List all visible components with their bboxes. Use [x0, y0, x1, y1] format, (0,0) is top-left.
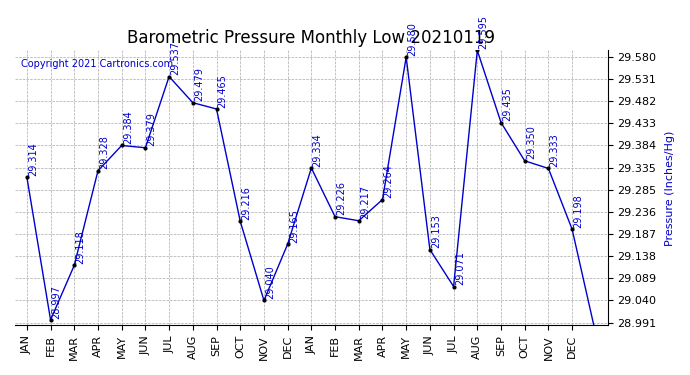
Text: 29.435: 29.435: [502, 87, 512, 121]
Text: 29.479: 29.479: [194, 68, 204, 101]
Text: 29.118: 29.118: [75, 230, 86, 264]
Text: Copyright 2021 Cartronics.com: Copyright 2021 Cartronics.com: [21, 58, 173, 69]
Text: 29.334: 29.334: [313, 133, 322, 166]
Text: 29.537: 29.537: [170, 41, 180, 75]
Text: 29.465: 29.465: [218, 74, 228, 108]
Text: 29.333: 29.333: [550, 134, 560, 167]
Text: 29.217: 29.217: [360, 185, 370, 219]
Text: 29.040: 29.040: [265, 266, 275, 299]
Text: 29.198: 29.198: [573, 194, 583, 228]
Text: 29.384: 29.384: [123, 110, 133, 144]
Y-axis label: Pressure (Inches/Hg): Pressure (Inches/Hg): [665, 130, 675, 246]
Text: 29.216: 29.216: [241, 186, 251, 220]
Text: 28.965: 28.965: [0, 374, 1, 375]
Text: 29.580: 29.580: [407, 22, 417, 56]
Text: 29.328: 29.328: [99, 135, 109, 170]
Text: 29.595: 29.595: [478, 15, 489, 49]
Text: 29.071: 29.071: [455, 251, 465, 285]
Text: 29.153: 29.153: [431, 214, 441, 248]
Text: 29.379: 29.379: [146, 112, 157, 146]
Title: Barometric Pressure Monthly Low 20210119: Barometric Pressure Monthly Low 20210119: [128, 30, 495, 48]
Text: 29.350: 29.350: [526, 126, 536, 159]
Text: 29.264: 29.264: [384, 164, 394, 198]
Text: 29.226: 29.226: [336, 182, 346, 215]
Text: 29.165: 29.165: [289, 209, 299, 243]
Text: 28.997: 28.997: [52, 285, 61, 318]
Text: 29.314: 29.314: [28, 142, 38, 176]
